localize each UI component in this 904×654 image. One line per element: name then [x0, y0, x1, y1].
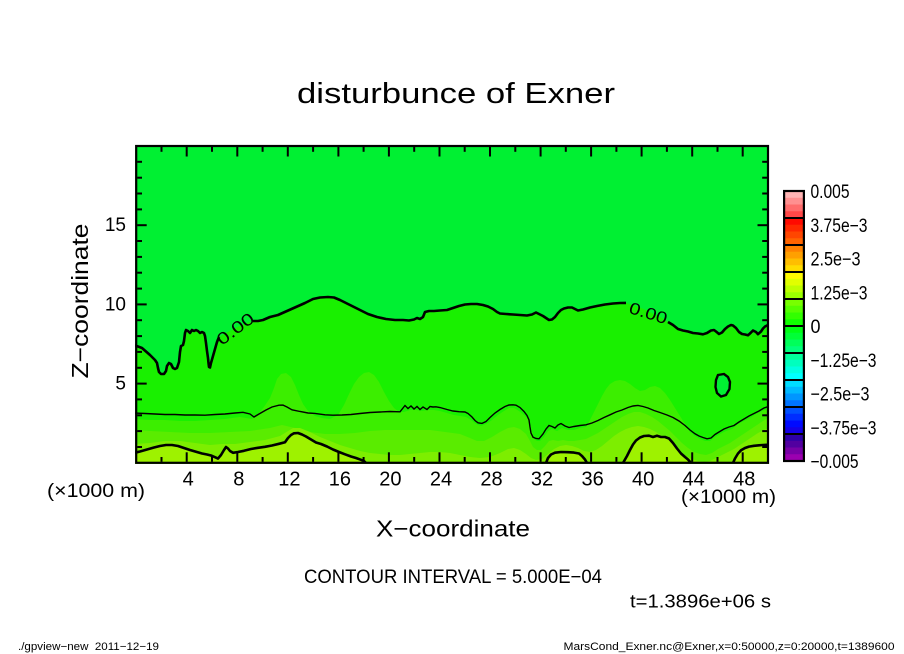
svg-text:32: 32 — [531, 469, 553, 491]
svg-text:disturbunce of Exner: disturbunce of Exner — [297, 78, 615, 110]
svg-text:4: 4 — [183, 469, 194, 491]
svg-text:48: 48 — [733, 469, 755, 491]
svg-text:−2.5e−3: −2.5e−3 — [811, 385, 870, 406]
svg-text:(×1000 m): (×1000 m) — [47, 481, 145, 502]
svg-text:28: 28 — [480, 469, 502, 491]
svg-text:CONTOUR INTERVAL = 5.000E−04: CONTOUR INTERVAL = 5.000E−04 — [304, 567, 602, 588]
svg-text:Z−coordinate: Z−coordinate — [67, 224, 93, 379]
svg-text:12: 12 — [278, 469, 300, 491]
svg-text:8: 8 — [233, 469, 244, 491]
svg-text:−1.25e−3: −1.25e−3 — [811, 351, 877, 372]
svg-text:3.75e−3: 3.75e−3 — [811, 216, 868, 237]
svg-text:5: 5 — [115, 374, 126, 395]
svg-text:2.5e−3: 2.5e−3 — [811, 250, 861, 271]
svg-text:X−coordinate: X−coordinate — [376, 516, 530, 542]
svg-text:./gpview−new 2011−12−19: ./gpview−new 2011−12−19 — [18, 641, 159, 653]
svg-text:−0.005: −0.005 — [811, 452, 859, 473]
svg-text:t=1.3896e+06 s: t=1.3896e+06 s — [630, 592, 771, 612]
svg-text:15: 15 — [105, 215, 126, 236]
svg-text:10: 10 — [105, 294, 126, 315]
svg-text:MarsCond_Exner.nc@Exner,x=0:50: MarsCond_Exner.nc@Exner,x=0:50000,z=0:20… — [564, 641, 895, 653]
svg-text:1.25e−3: 1.25e−3 — [811, 283, 868, 304]
svg-text:0: 0 — [811, 317, 821, 338]
svg-text:40: 40 — [632, 469, 654, 491]
svg-text:(×1000 m): (×1000 m) — [681, 487, 776, 508]
svg-text:16: 16 — [329, 469, 351, 491]
svg-text:−3.75e−3: −3.75e−3 — [811, 418, 877, 439]
svg-text:24: 24 — [430, 469, 452, 491]
svg-text:0.005: 0.005 — [811, 182, 850, 203]
svg-text:20: 20 — [379, 469, 401, 491]
svg-text:36: 36 — [581, 469, 603, 491]
svg-text:44: 44 — [683, 469, 705, 491]
